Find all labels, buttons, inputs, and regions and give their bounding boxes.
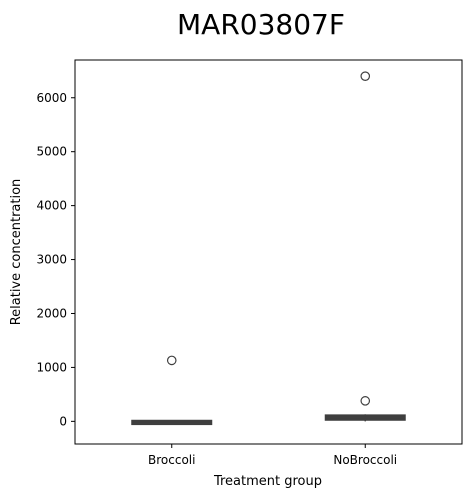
- y-axis-label: Relative concentration: [9, 179, 24, 326]
- x-tick-label: Broccoli: [148, 453, 195, 467]
- outlier-point: [166, 355, 177, 366]
- outlier-point: [360, 396, 371, 406]
- y-tick-label: 4000: [36, 199, 67, 213]
- y-tick-label: 6000: [36, 91, 67, 105]
- y-tick-label: 3000: [36, 253, 67, 267]
- y-tick-label: 1000: [36, 360, 67, 374]
- y-axis: 0 1000 2000 3000 4000 5000 6000: [36, 91, 75, 428]
- x-tick-label: NoBroccoli: [333, 453, 397, 467]
- y-tick-label: 2000: [36, 306, 67, 320]
- x-axis: Broccoli NoBroccoli: [148, 444, 397, 467]
- y-tick-label: 5000: [36, 145, 67, 159]
- box-series: [131, 71, 406, 426]
- y-tick-label: 0: [59, 414, 67, 428]
- plot-area: [74, 59, 463, 445]
- chart-title: MAR03807F: [177, 8, 345, 41]
- x-axis-label: Treatment group: [213, 474, 322, 489]
- box-broccoli: [131, 355, 213, 426]
- box-nobroccoli: [324, 71, 406, 422]
- outlier-point: [360, 71, 371, 81]
